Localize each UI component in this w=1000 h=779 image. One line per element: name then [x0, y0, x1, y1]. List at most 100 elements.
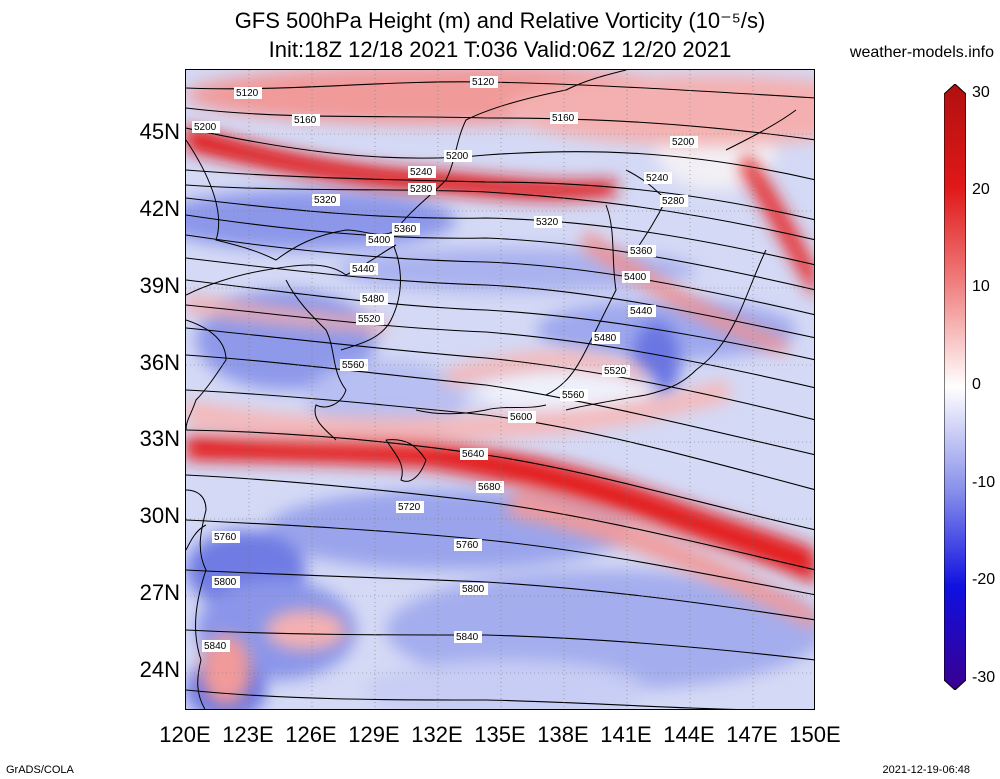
map-subtitle: Init:18Z 12/18 2021 T:036 Valid:06Z 12/2…: [268, 37, 732, 62]
contour-label-5680: 5680: [476, 481, 504, 493]
contour-label-5800-a: 5800: [212, 576, 240, 588]
svg-text:5600: 5600: [510, 412, 533, 423]
contour-label-5560-b: 5560: [560, 389, 588, 401]
svg-text:5680: 5680: [478, 482, 501, 493]
svg-text:5800: 5800: [214, 577, 237, 588]
svg-text:5320: 5320: [314, 195, 337, 206]
contour-label-5160-a: 5160: [292, 114, 320, 126]
lat-label-36n: 36N: [139, 350, 180, 375]
lat-label-33n: 33N: [139, 426, 180, 451]
contour-label-5520-a: 5520: [356, 313, 384, 325]
lon-label-138e: 138E: [537, 722, 589, 747]
svg-text:5240: 5240: [410, 167, 433, 178]
lon-label-150e: 150E: [789, 722, 841, 747]
vorticity-field-positive: [186, 70, 814, 705]
contour-label-5760-a: 5760: [212, 531, 240, 543]
svg-text:5760: 5760: [456, 540, 479, 551]
svg-text:5520: 5520: [358, 314, 381, 325]
lat-label-24n: 24N: [139, 657, 180, 682]
contour-label-5200-c: 5200: [670, 136, 698, 148]
lon-label-144e: 144E: [663, 722, 715, 747]
contour-label-5760-b: 5760: [454, 539, 482, 551]
svg-text:5120: 5120: [236, 88, 259, 99]
svg-text:5560: 5560: [342, 360, 365, 371]
vorticity-map-svg: 5120 5120 5160 5160 5200 5200 5200 5240 …: [186, 70, 814, 709]
contour-label-5320-a: 5320: [312, 194, 340, 206]
svg-text:5360: 5360: [394, 224, 417, 235]
colorbar: [944, 84, 966, 690]
contour-label-5120-a: 5120: [234, 87, 262, 99]
lon-label-123e: 123E: [222, 722, 274, 747]
colorbar-tick-neg10: -10: [972, 474, 996, 491]
lon-label-135e: 135E: [474, 722, 526, 747]
contour-label-5480-a: 5480: [360, 293, 388, 305]
contour-label-5480-b: 5480: [592, 332, 620, 344]
lon-label-147e: 147E: [726, 722, 778, 747]
svg-text:5280: 5280: [662, 196, 685, 207]
map-plot-area: 5120 5120 5160 5160 5200 5200 5200 5240 …: [185, 69, 815, 710]
svg-text:5160: 5160: [294, 115, 317, 126]
colorbar-gradient: [944, 84, 966, 690]
lon-label-141e: 141E: [600, 722, 652, 747]
svg-text:5240: 5240: [646, 173, 669, 184]
lat-label-27n: 27N: [139, 580, 180, 605]
lon-label-132e: 132E: [411, 722, 463, 747]
svg-text:5320: 5320: [536, 217, 559, 228]
contour-label-5200-a: 5200: [192, 121, 220, 133]
colorbar-tick-30: 30: [972, 84, 990, 101]
colorbar-tick-10: 10: [972, 278, 990, 295]
svg-text:5200: 5200: [194, 122, 217, 133]
svg-text:5360: 5360: [630, 246, 653, 257]
svg-text:5480: 5480: [362, 294, 385, 305]
svg-text:5120: 5120: [472, 77, 495, 88]
footer-timestamp: 2021-12-19-06:48: [882, 764, 970, 776]
graticule: [186, 70, 814, 709]
svg-text:5640: 5640: [462, 449, 485, 460]
svg-text:5840: 5840: [204, 641, 227, 652]
lat-label-42n: 42N: [139, 196, 180, 221]
colorbar-tick-0: 0: [972, 376, 981, 393]
svg-text:5440: 5440: [352, 264, 375, 275]
contour-label-5360-a: 5360: [392, 223, 420, 235]
contour-label-5200-b: 5200: [444, 150, 472, 162]
contour-label-5280-a: 5280: [408, 183, 436, 195]
map-title: GFS 500hPa Height (m) and Relative Vorti…: [234, 8, 766, 33]
svg-text:5400: 5400: [624, 272, 647, 283]
svg-text:5560: 5560: [562, 390, 585, 401]
svg-text:5800: 5800: [462, 584, 485, 595]
site-name: weather-models.info: [849, 44, 994, 61]
contour-label-5440-b: 5440: [628, 305, 656, 317]
contour-label-5240-b: 5240: [644, 172, 672, 184]
contour-label-5280-b: 5280: [660, 195, 688, 207]
lat-label-30n: 30N: [139, 503, 180, 528]
contour-label-5320-b: 5320: [534, 216, 562, 228]
colorbar-tick-neg20: -20: [972, 571, 996, 588]
svg-text:5520: 5520: [604, 366, 627, 377]
contour-label-5840-b: 5840: [454, 631, 482, 643]
footer-credit: GrADS/COLA: [6, 764, 74, 776]
svg-text:5160: 5160: [552, 113, 575, 124]
contour-label-5240-a: 5240: [408, 166, 436, 178]
contour-label-5520-b: 5520: [602, 365, 630, 377]
contour-label-5120-b: 5120: [470, 76, 498, 88]
contour-label-5400-b: 5400: [622, 271, 650, 283]
contour-label-5640: 5640: [460, 448, 488, 460]
svg-text:5440: 5440: [630, 306, 653, 317]
svg-text:5200: 5200: [446, 151, 469, 162]
svg-text:5840: 5840: [456, 632, 479, 643]
contour-label-5600: 5600: [508, 411, 536, 423]
svg-text:5200: 5200: [672, 137, 695, 148]
lon-label-126e: 126E: [285, 722, 337, 747]
contour-label-5720: 5720: [396, 501, 424, 513]
contour-label-5440-a: 5440: [350, 263, 378, 275]
colorbar-tick-neg30: -30: [972, 669, 996, 686]
lon-label-120e: 120E: [159, 722, 211, 747]
svg-text:5280: 5280: [410, 184, 433, 195]
colorbar-tick-20: 20: [972, 181, 990, 198]
lon-label-129e: 129E: [348, 722, 400, 747]
contour-label-5360-b: 5360: [628, 245, 656, 257]
height-contours: [186, 81, 814, 709]
svg-text:5400: 5400: [368, 235, 391, 246]
contour-label-5840-a: 5840: [202, 640, 230, 652]
svg-text:5760: 5760: [214, 532, 237, 543]
